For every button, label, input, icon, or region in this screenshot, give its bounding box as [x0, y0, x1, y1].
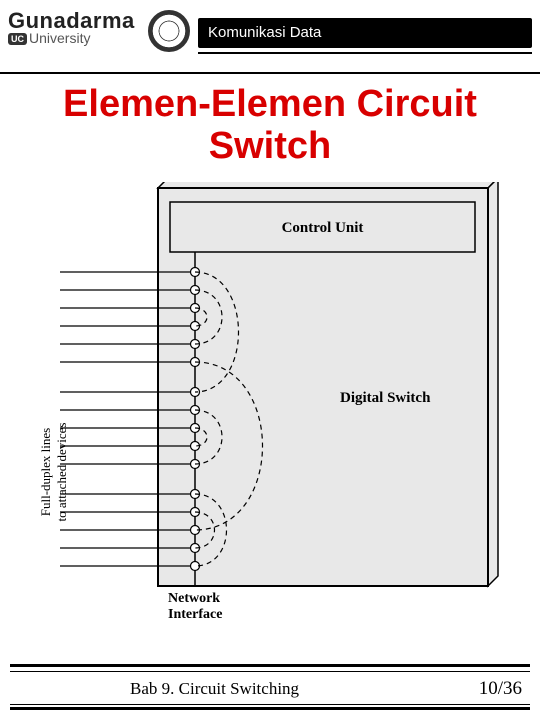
header-bar: Komunikasi Data [198, 18, 532, 48]
logo-uc-badge: UC [8, 33, 27, 45]
diagram: Control Unit Digital Switch NetworkInterfa… [40, 182, 500, 622]
logo-university: University [29, 30, 90, 46]
slide-footer: Bab 9. Circuit Switching 10/36 [10, 664, 530, 710]
circuit-switch-diagram: Control Unit Digital Switch NetworkInterfa… [40, 182, 500, 622]
header-underline [198, 52, 532, 54]
footer-chapter: Bab 9. Circuit Switching [130, 679, 299, 699]
slide-title: Elemen-Elemen Circuit Switch [0, 84, 540, 168]
footer-underline [10, 707, 530, 710]
svg-text:Digital Switch: Digital Switch [340, 390, 431, 406]
slide-header: Gunadarma UCUniversity Komunikasi Data [0, 0, 540, 74]
seal-icon [148, 10, 190, 52]
svg-text:Full-duplex lines: Full-duplex lines [40, 427, 53, 515]
svg-text:Network: Network [168, 591, 220, 606]
svg-text:to attached devices: to attached devices [54, 422, 69, 521]
svg-text:Interface: Interface [168, 607, 222, 622]
svg-text:Control Unit: Control Unit [282, 220, 364, 236]
footer-page: 10/36 [479, 678, 522, 700]
footer-inner: Bab 9. Circuit Switching 10/36 [10, 671, 530, 705]
